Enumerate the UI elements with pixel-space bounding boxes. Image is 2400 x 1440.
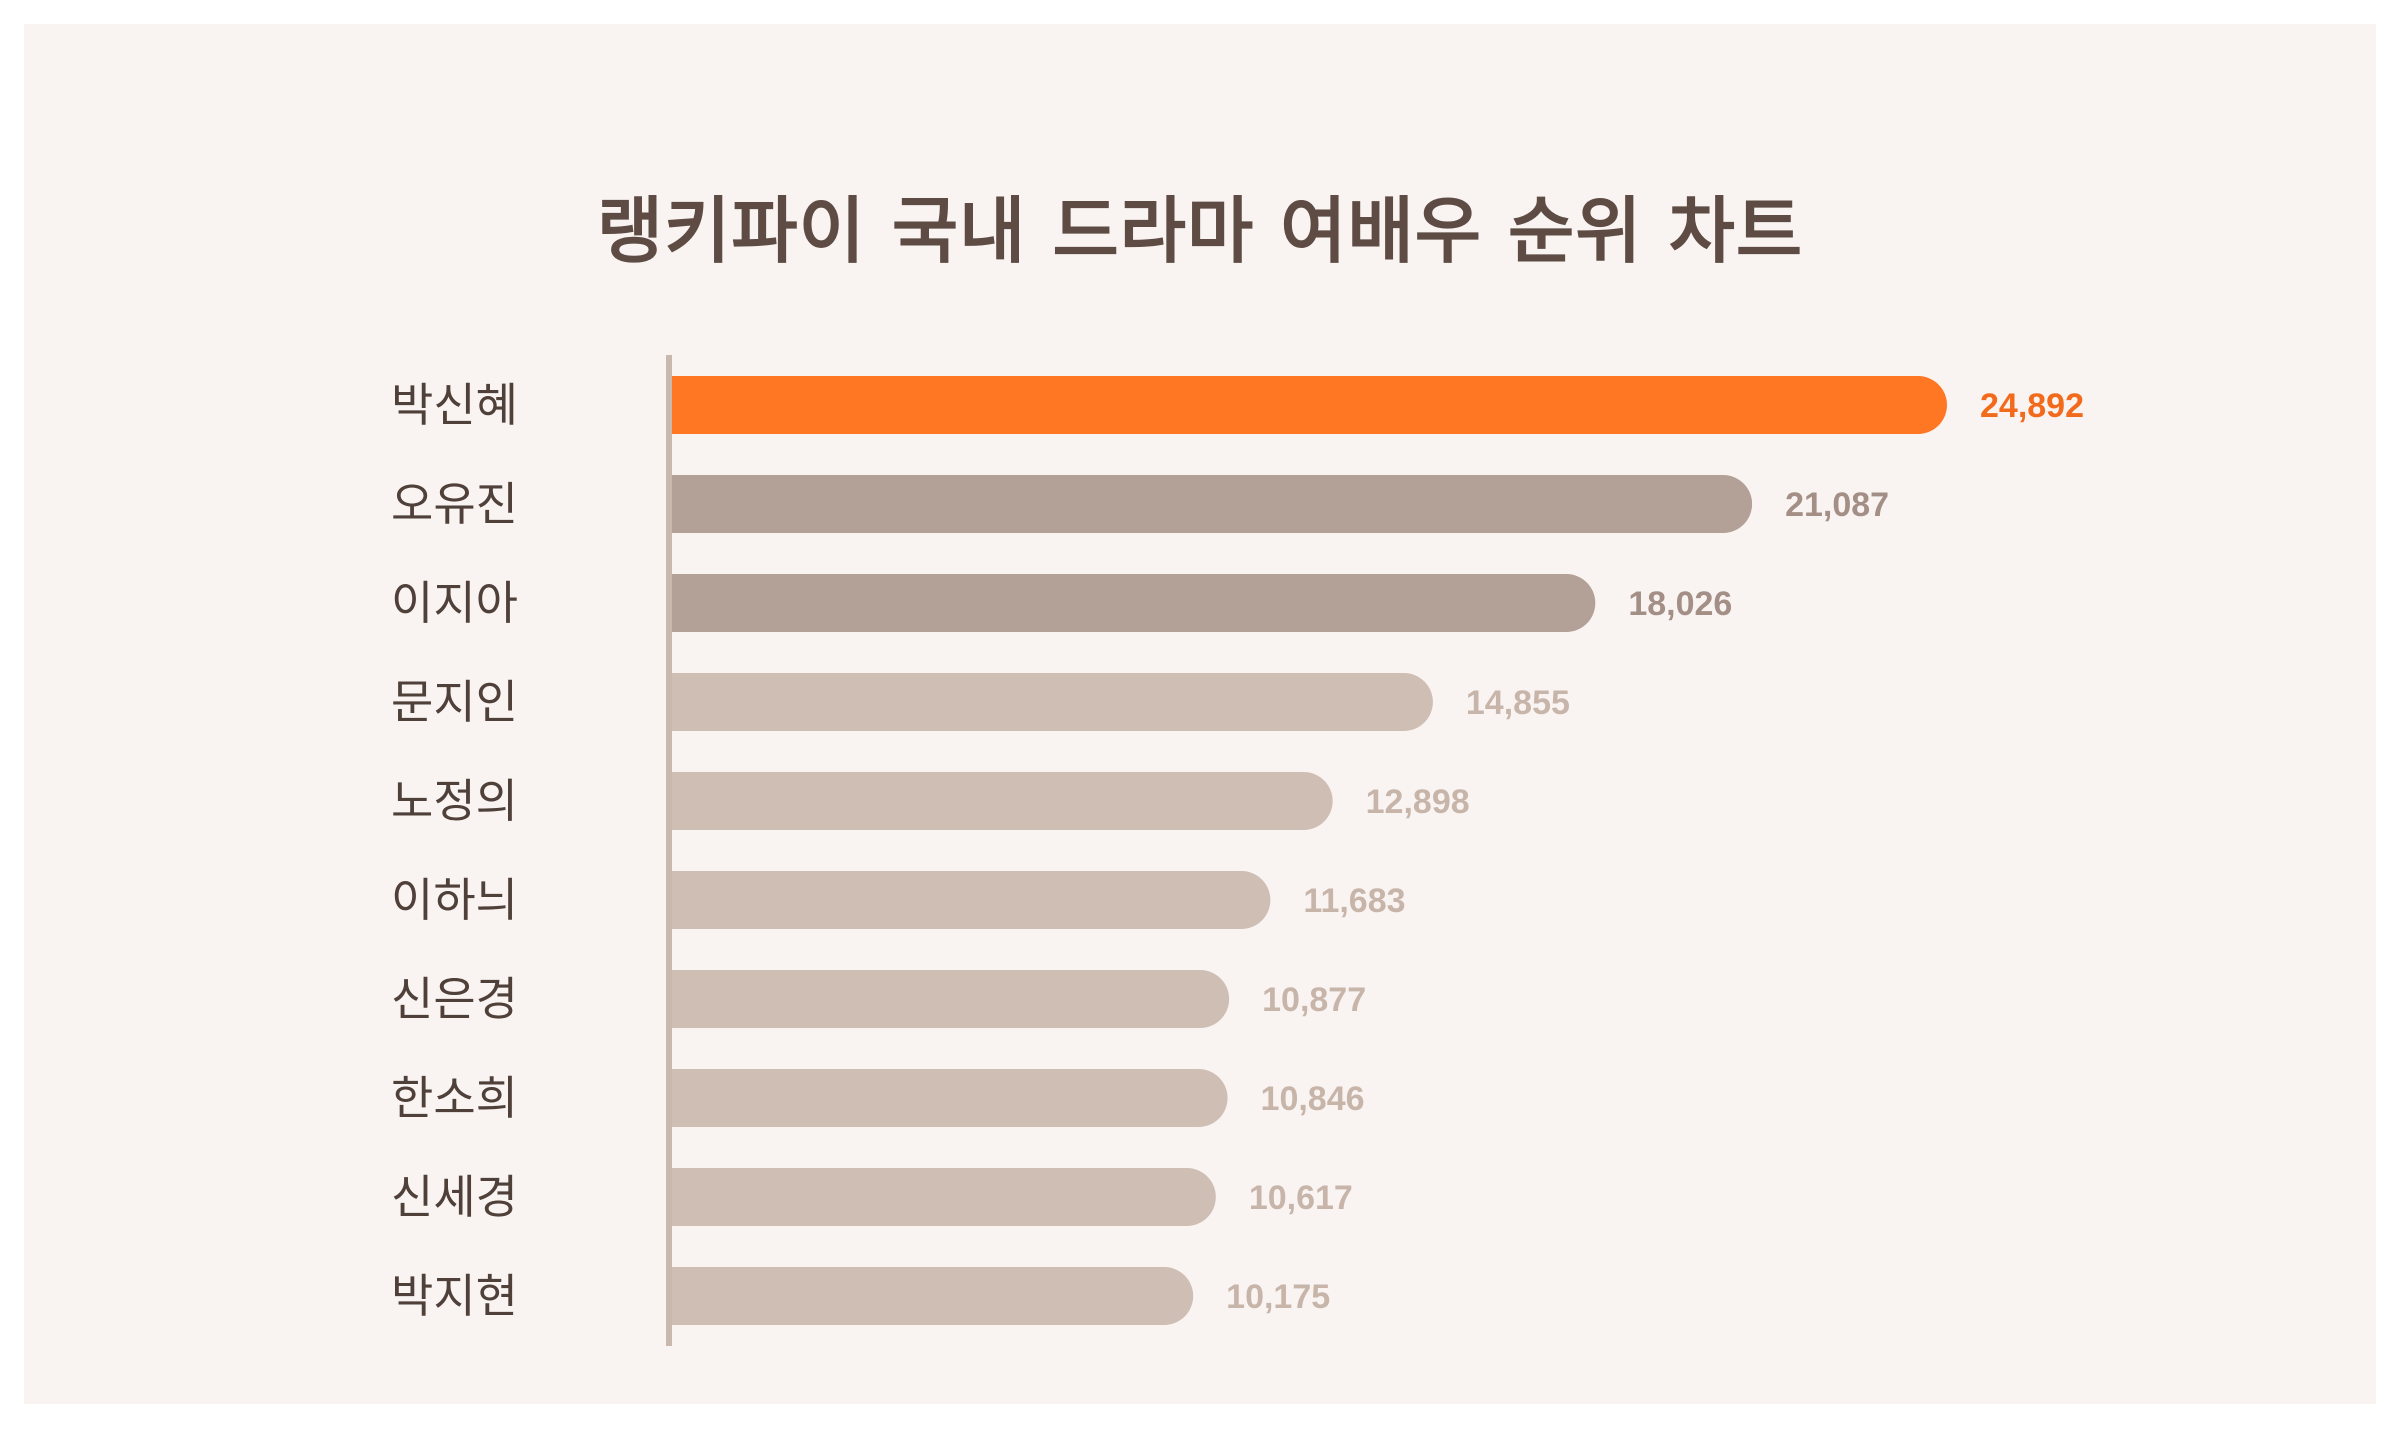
category-label-1: 박신혜 (391, 378, 518, 432)
bar-6 (672, 871, 1271, 929)
value-label-8: 10,846 (1261, 1080, 1365, 1118)
category-label-3: 이지아 (391, 576, 518, 630)
bar-3 (672, 574, 1596, 632)
category-label-2: 오유진 (391, 477, 518, 531)
value-label-3: 18,026 (1628, 585, 1732, 623)
value-label-1: 24,892 (1980, 387, 2084, 425)
value-label-10: 10,175 (1226, 1278, 1330, 1316)
value-label-5: 12,898 (1366, 783, 1470, 821)
category-label-9: 신세경 (391, 1170, 518, 1224)
value-label-2: 21,087 (1785, 486, 1889, 524)
bar-10 (672, 1267, 1194, 1325)
category-label-8: 한소희 (391, 1071, 518, 1125)
value-label-4: 14,855 (1466, 684, 1570, 722)
category-label-6: 이하늬 (391, 873, 518, 927)
category-label-10: 박지현 (391, 1269, 518, 1323)
chart-title: 랭키파이 국내 드라마 여배우 순위 차트 (596, 189, 1804, 273)
value-label-7: 10,877 (1262, 981, 1366, 1019)
bar-1 (672, 376, 1947, 434)
value-label-9: 10,617 (1249, 1179, 1353, 1217)
bar-4 (672, 673, 1433, 731)
bar-5 (672, 772, 1333, 830)
bar-2 (672, 475, 1753, 533)
category-label-7: 신은경 (391, 972, 518, 1026)
bar-9 (672, 1168, 1216, 1226)
category-label-5: 노정의 (391, 774, 518, 828)
category-label-4: 문지인 (391, 675, 518, 729)
value-label-6: 11,683 (1303, 882, 1405, 920)
bar-7 (672, 970, 1230, 1028)
bar-8 (672, 1069, 1228, 1127)
